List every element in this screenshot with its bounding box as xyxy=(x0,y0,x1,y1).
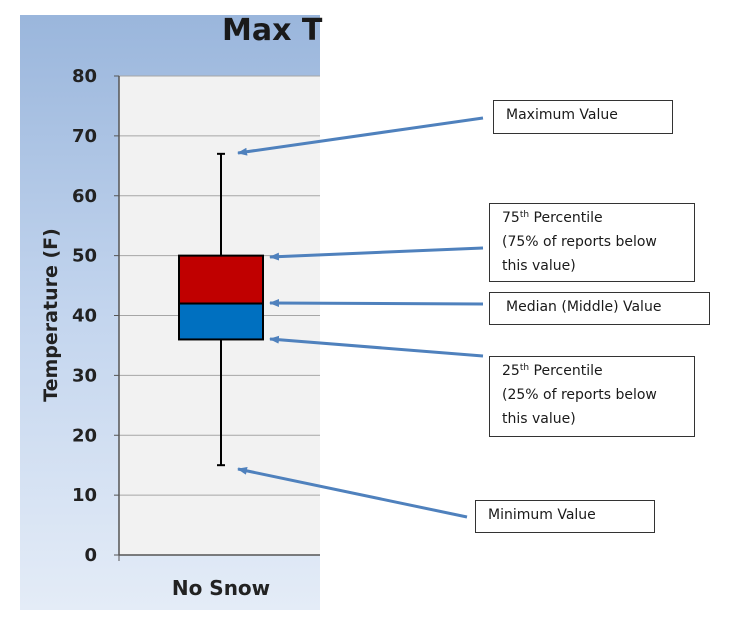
callout-75th-percentile: 75th Percentile (75% of reports below th… xyxy=(489,203,695,282)
arrow-minimum xyxy=(237,466,468,519)
y-tick-label-30: 30 xyxy=(72,365,97,386)
arrow-median xyxy=(269,299,484,308)
callout-25th-line2: (25% of reports below xyxy=(502,387,657,403)
y-tick-label-0: 0 xyxy=(84,545,97,566)
y-tick-label-80: 80 xyxy=(72,66,97,87)
category-label-no-snow: No Snow xyxy=(172,576,270,600)
box-upper-q3-to-median xyxy=(178,254,264,305)
callout-75th-line1: 75th Percentile xyxy=(502,210,603,226)
y-tick-label-70: 70 xyxy=(72,126,97,147)
arrow-75th-percentile xyxy=(269,246,484,261)
callout-75th-line3: this value) xyxy=(502,258,576,274)
arrow-25th-percentile xyxy=(269,335,484,358)
callout-median-text: Median (Middle) Value xyxy=(506,299,662,315)
y-tick-label-20: 20 xyxy=(72,425,97,446)
callout-median-value: Median (Middle) Value xyxy=(489,292,710,325)
callout-minimum-value: Minimum Value xyxy=(475,500,655,533)
y-axis-label: Temperature (F) xyxy=(40,228,62,402)
callout-75th-line2: (75% of reports below xyxy=(502,234,657,250)
callout-maximum-value: Maximum Value xyxy=(493,100,673,134)
chart-title: Max T xyxy=(222,13,323,48)
y-tick-label-10: 10 xyxy=(72,485,97,506)
y-tick-label-60: 60 xyxy=(72,186,97,207)
callout-maximum-text: Maximum Value xyxy=(506,107,618,123)
callout-25th-percentile: 25th Percentile (25% of reports below th… xyxy=(489,356,695,437)
box-lower-median-to-q1 xyxy=(178,302,264,341)
callout-25th-line1: 25th Percentile xyxy=(502,363,603,379)
y-tick-label-40: 40 xyxy=(72,306,97,327)
arrow-maximum xyxy=(237,116,484,156)
y-tick-label-50: 50 xyxy=(72,246,97,267)
callout-25th-line3: this value) xyxy=(502,411,576,427)
callout-minimum-text: Minimum Value xyxy=(488,507,596,523)
